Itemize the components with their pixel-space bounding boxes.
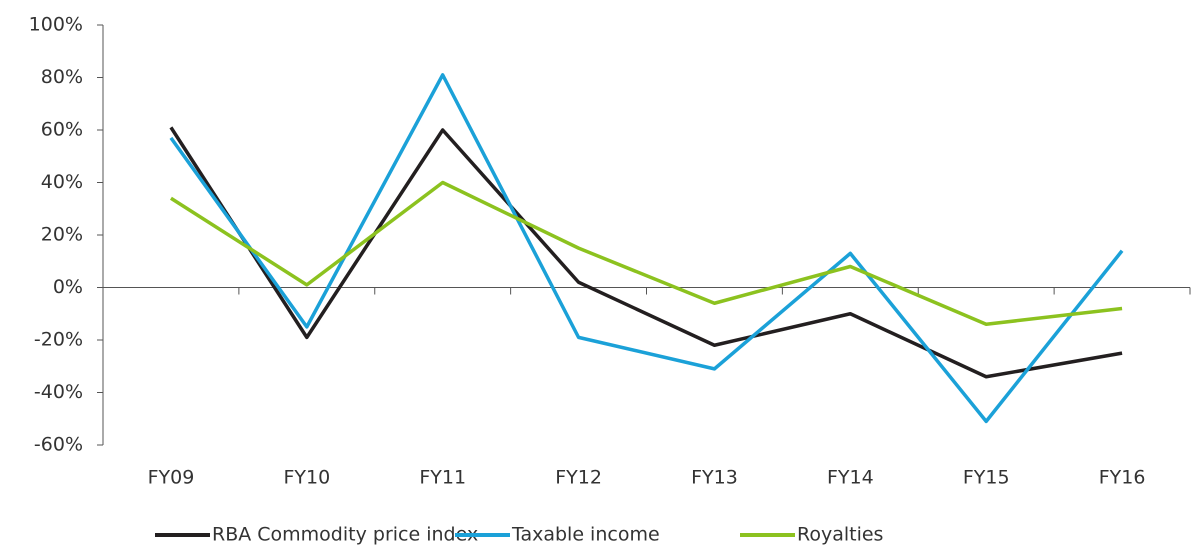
series-line [169, 180, 1123, 326]
y-tick-label: 20% [41, 224, 83, 246]
x-tick-label: FY11 [419, 467, 466, 489]
x-tick-label: FY10 [283, 467, 330, 489]
y-tick-label: 60% [41, 119, 83, 141]
series-line [169, 73, 1124, 424]
y-tick-label: -60% [34, 434, 83, 456]
legend-label: Taxable income [511, 524, 660, 546]
y-tick-label: -20% [34, 329, 83, 351]
x-tick-label: FY12 [555, 467, 602, 489]
series-line [169, 126, 1123, 379]
y-tick-label: 100% [29, 14, 83, 36]
legend-label: Royalties [797, 524, 883, 546]
y-tick-label: 0% [53, 276, 83, 298]
x-tick-label: FY09 [148, 467, 195, 489]
x-tick-label: FY13 [691, 467, 738, 489]
y-tick-label: 40% [41, 171, 83, 193]
legend-label: RBA Commodity price index [212, 524, 478, 546]
y-tick-label: -40% [34, 381, 83, 403]
y-tick-label: 80% [41, 66, 83, 88]
x-tick-label: FY14 [827, 467, 874, 489]
x-tick-label: FY15 [963, 467, 1010, 489]
x-tick-label: FY16 [1099, 467, 1146, 489]
